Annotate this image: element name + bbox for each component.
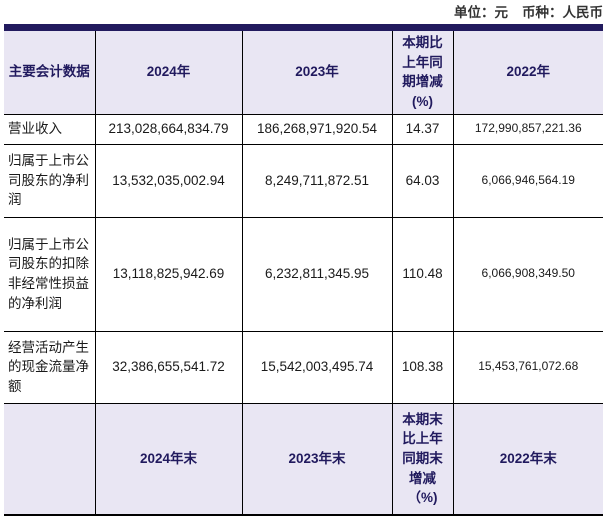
net-profit-excl-change: 110.48 — [391, 216, 454, 332]
revenue-change: 14.37 — [391, 113, 454, 145]
net-profit-excl-2022: 6,066,908,349.50 — [452, 216, 603, 332]
net-profit-excl-2023: 6,232,811,345.95 — [241, 216, 393, 332]
footer-header-row: 2024年末 2023年末 本期末比上年同期末增减（%) 2022年末 — [4, 402, 603, 516]
table-row-net-profit: 归属于上市公司股东的净利润 13,532,035,002.94 8,249,71… — [4, 143, 603, 218]
footer-header-2024-end: 2024年末 — [94, 402, 243, 516]
cash-flow-2024: 32,386,655,541.72 — [94, 330, 243, 404]
row-label-revenue: 营业收入 — [4, 113, 96, 145]
table-row-operating-cash-flow: 经营活动产生的现金流量净额 32,386,655,541.72 15,542,0… — [4, 330, 603, 404]
net-profit-2022: 6,066,946,564.19 — [452, 143, 603, 218]
unit-label: 单位：元 — [454, 5, 508, 20]
cash-flow-2023: 15,542,003,495.74 — [241, 330, 393, 404]
net-profit-2023: 8,249,711,872.51 — [241, 143, 393, 218]
footer-header-2022-end: 2022年末 — [452, 402, 603, 516]
currency-label: 币种：人民币 — [522, 5, 603, 20]
header-2022: 2022年 — [452, 31, 603, 115]
revenue-2023: 186,268,971,920.54 — [241, 113, 393, 145]
footer-header-empty — [4, 402, 96, 516]
header-2024: 2024年 — [94, 31, 243, 115]
header-yoy-change: 本期比上年同期增减(%) — [391, 31, 454, 115]
footer-header-period-end-change: 本期末比上年同期末增减（%) — [391, 402, 454, 516]
unit-currency-line: 单位：元 币种：人民币 — [454, 1, 603, 21]
header-row: 主要会计数据 2024年 2023年 本期比上年同期增减(%) 2022年 — [4, 31, 603, 115]
key-financials-table: 主要会计数据 2024年 2023年 本期比上年同期增减(%) 2022年 营业… — [4, 31, 603, 516]
row-label-operating-cash-flow: 经营活动产生的现金流量净额 — [4, 330, 96, 404]
footer-header-2023-end: 2023年末 — [241, 402, 393, 516]
cash-flow-change: 108.38 — [391, 330, 454, 404]
header-main-indicators: 主要会计数据 — [4, 31, 96, 115]
table-top-accent-band — [4, 24, 603, 31]
net-profit-2024: 13,532,035,002.94 — [94, 143, 243, 218]
net-profit-change: 64.03 — [391, 143, 454, 218]
row-label-net-profit: 归属于上市公司股东的净利润 — [4, 143, 96, 218]
revenue-2022: 172,990,857,221.36 — [452, 113, 603, 145]
table-row-revenue: 营业收入 213,028,664,834.79 186,268,971,920.… — [4, 113, 603, 145]
key-financials-table-wrap: 主要会计数据 2024年 2023年 本期比上年同期增减(%) 2022年 营业… — [4, 24, 603, 516]
net-profit-excl-2024: 13,118,825,942.69 — [94, 216, 243, 332]
cash-flow-2022: 15,453,761,072.68 — [452, 330, 603, 404]
header-2023: 2023年 — [241, 31, 393, 115]
row-label-net-profit-excl-nonrecurring: 归属于上市公司股东的扣除非经常性损益的净利润 — [4, 216, 96, 332]
revenue-2024: 213,028,664,834.79 — [94, 113, 243, 145]
table-row-net-profit-excl-nonrecurring: 归属于上市公司股东的扣除非经常性损益的净利润 13,118,825,942.69… — [4, 216, 603, 332]
